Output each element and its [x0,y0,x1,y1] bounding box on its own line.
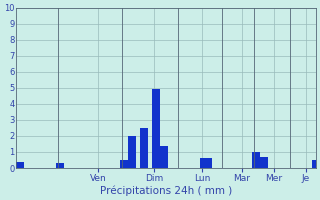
Bar [124,160,128,168]
Bar [204,158,208,168]
Bar [16,162,20,168]
Bar [160,146,164,168]
Bar [132,136,136,168]
Bar [200,158,204,168]
Bar [164,146,168,168]
Bar [152,89,156,168]
Bar [260,157,264,168]
Bar [128,136,132,168]
Bar [264,157,268,168]
Bar [144,128,148,168]
Bar [140,128,144,168]
Bar [156,89,160,168]
Bar [120,160,124,168]
Bar [60,163,64,168]
X-axis label: Précipitations 24h ( mm ): Précipitations 24h ( mm ) [100,185,232,196]
Bar [312,160,316,168]
Bar [208,158,212,168]
Bar [20,162,24,168]
Bar [56,163,60,168]
Bar [252,152,256,168]
Bar [256,152,260,168]
